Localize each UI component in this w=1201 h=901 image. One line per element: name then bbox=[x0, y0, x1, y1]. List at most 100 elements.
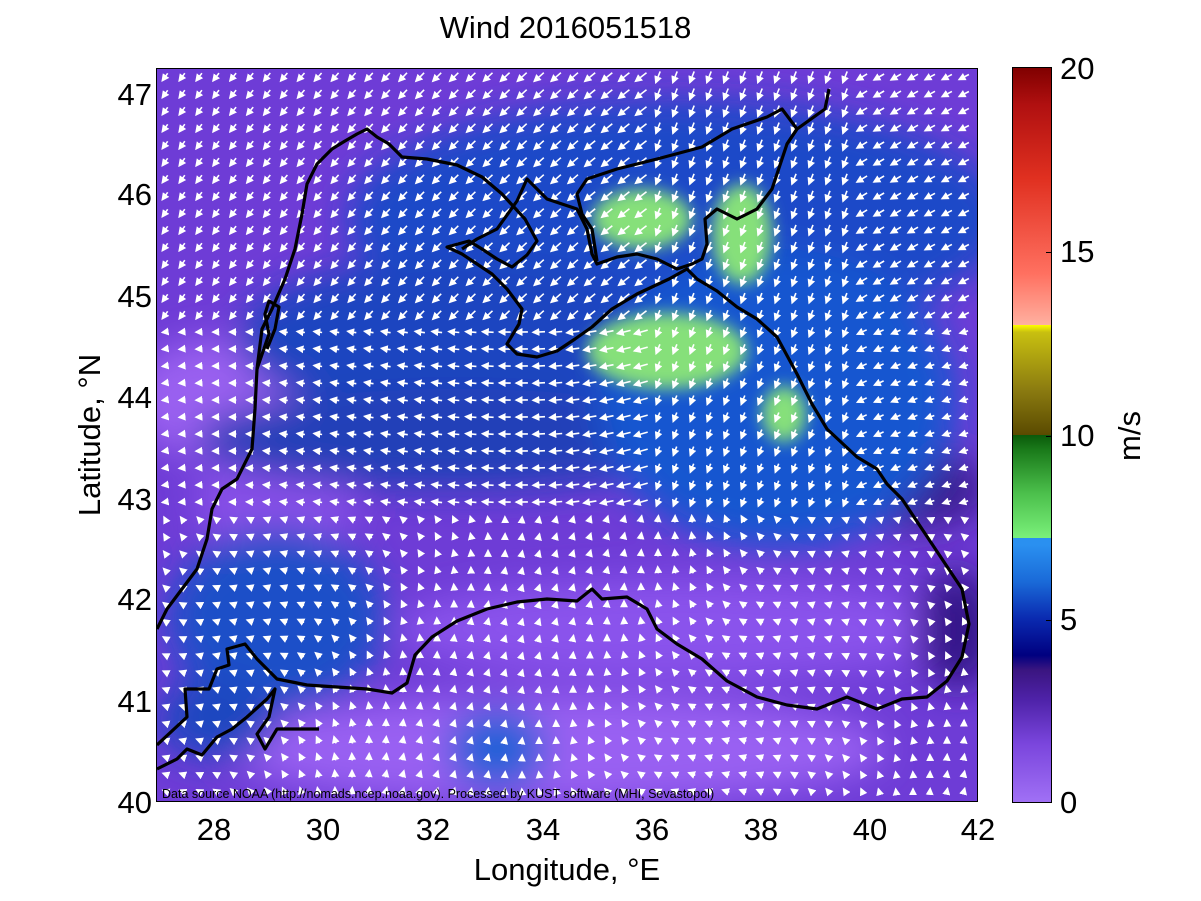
wind-vector bbox=[807, 139, 815, 152]
wind-vector bbox=[531, 361, 546, 370]
wind-vector bbox=[705, 156, 713, 169]
wind-vector bbox=[872, 260, 885, 268]
wind-vector bbox=[906, 277, 919, 285]
wind-vector bbox=[483, 582, 492, 592]
wind-vector bbox=[278, 413, 288, 422]
wind-vector bbox=[212, 208, 221, 219]
wind-vector bbox=[824, 207, 833, 220]
wind-vector bbox=[855, 277, 868, 285]
wind-vector bbox=[380, 191, 391, 202]
wind-vector bbox=[414, 106, 425, 117]
wind-vector bbox=[195, 259, 204, 270]
wind-vector bbox=[414, 242, 425, 253]
wind-vector bbox=[957, 226, 970, 234]
wind-vector bbox=[566, 89, 579, 100]
wind-vector bbox=[464, 328, 477, 337]
wind-vector bbox=[533, 106, 545, 117]
wind-vector bbox=[449, 650, 458, 660]
wind-vector bbox=[957, 124, 970, 132]
wind-vector bbox=[364, 293, 374, 304]
wind-vector bbox=[617, 174, 630, 185]
wind-vector bbox=[855, 73, 868, 81]
wind-vector bbox=[295, 430, 306, 439]
wind-vector bbox=[940, 90, 953, 98]
wind-vector bbox=[160, 446, 170, 455]
wind-vector bbox=[313, 191, 323, 202]
wind-vector bbox=[262, 191, 271, 202]
wind-vector bbox=[889, 107, 902, 115]
wind-vector bbox=[957, 260, 970, 268]
wind-vector bbox=[261, 430, 271, 439]
wind-vector bbox=[533, 89, 545, 100]
wind-vector bbox=[177, 463, 186, 472]
y-tick: 42 bbox=[117, 582, 152, 617]
wind-vector bbox=[841, 88, 849, 101]
wind-vector bbox=[364, 242, 374, 253]
wind-vector bbox=[245, 106, 254, 117]
wind-vector bbox=[195, 140, 204, 151]
wind-vector bbox=[431, 191, 442, 202]
wind-vector bbox=[465, 140, 476, 151]
wind-vector bbox=[957, 141, 970, 149]
wind-vector bbox=[228, 72, 238, 83]
wind-vector bbox=[195, 225, 204, 236]
wind-vector bbox=[447, 464, 460, 473]
wind-vector bbox=[500, 583, 508, 592]
wind-vector bbox=[464, 362, 477, 371]
wind-vector bbox=[397, 276, 408, 287]
wind-vector bbox=[889, 73, 902, 81]
wind-vector bbox=[824, 139, 832, 152]
wind-vector bbox=[397, 191, 408, 202]
wind-vector bbox=[431, 208, 442, 219]
wind-vector bbox=[722, 71, 730, 85]
wind-vector bbox=[569, 718, 578, 728]
wind-vector bbox=[296, 72, 306, 83]
wind-vector bbox=[499, 293, 511, 304]
wind-vector bbox=[447, 396, 460, 405]
wind-vector bbox=[177, 412, 186, 421]
colorbar-tick: 5 bbox=[1060, 602, 1078, 637]
wind-vector bbox=[617, 225, 630, 236]
wind-vector bbox=[499, 174, 511, 185]
wind-vector bbox=[739, 71, 747, 85]
x-tick: 38 bbox=[743, 812, 779, 847]
wind-vector bbox=[940, 243, 953, 251]
wind-vector bbox=[448, 72, 459, 83]
wind-vector bbox=[533, 259, 545, 270]
wind-vector bbox=[872, 141, 885, 149]
wind-vector bbox=[889, 277, 902, 285]
wind-vector bbox=[499, 106, 511, 117]
wind-vector bbox=[228, 123, 238, 134]
wind-vector bbox=[634, 191, 647, 202]
wind-vector bbox=[177, 378, 186, 387]
wind-vector bbox=[923, 73, 936, 81]
wind-vector bbox=[923, 107, 936, 115]
wind-vector bbox=[705, 88, 713, 101]
wind-vector bbox=[228, 89, 238, 100]
wind-vector bbox=[448, 123, 459, 134]
wind-vector bbox=[380, 157, 391, 168]
wind-vector bbox=[447, 345, 460, 354]
wind-vector bbox=[773, 190, 782, 203]
wind-vector bbox=[739, 88, 747, 101]
wind-vector bbox=[482, 72, 494, 83]
wind-vector bbox=[722, 241, 731, 254]
wind-vector bbox=[380, 225, 391, 236]
wind-vector bbox=[756, 88, 764, 101]
wind-vector bbox=[212, 225, 221, 236]
wind-vector bbox=[245, 276, 254, 287]
wind-vector bbox=[431, 123, 442, 134]
wind-vector bbox=[313, 140, 323, 151]
wind-vectors bbox=[160, 71, 970, 797]
wind-vector bbox=[380, 259, 391, 270]
wind-vector bbox=[872, 124, 885, 132]
wind-vector bbox=[347, 72, 357, 83]
wind-vector bbox=[397, 259, 408, 270]
wind-vector bbox=[533, 276, 545, 287]
wind-vector bbox=[330, 225, 340, 236]
wind-vector bbox=[533, 157, 545, 168]
wind-vector bbox=[617, 106, 630, 117]
wind-vector bbox=[549, 259, 562, 270]
wind-vector bbox=[480, 498, 494, 507]
wind-vector bbox=[516, 225, 528, 236]
